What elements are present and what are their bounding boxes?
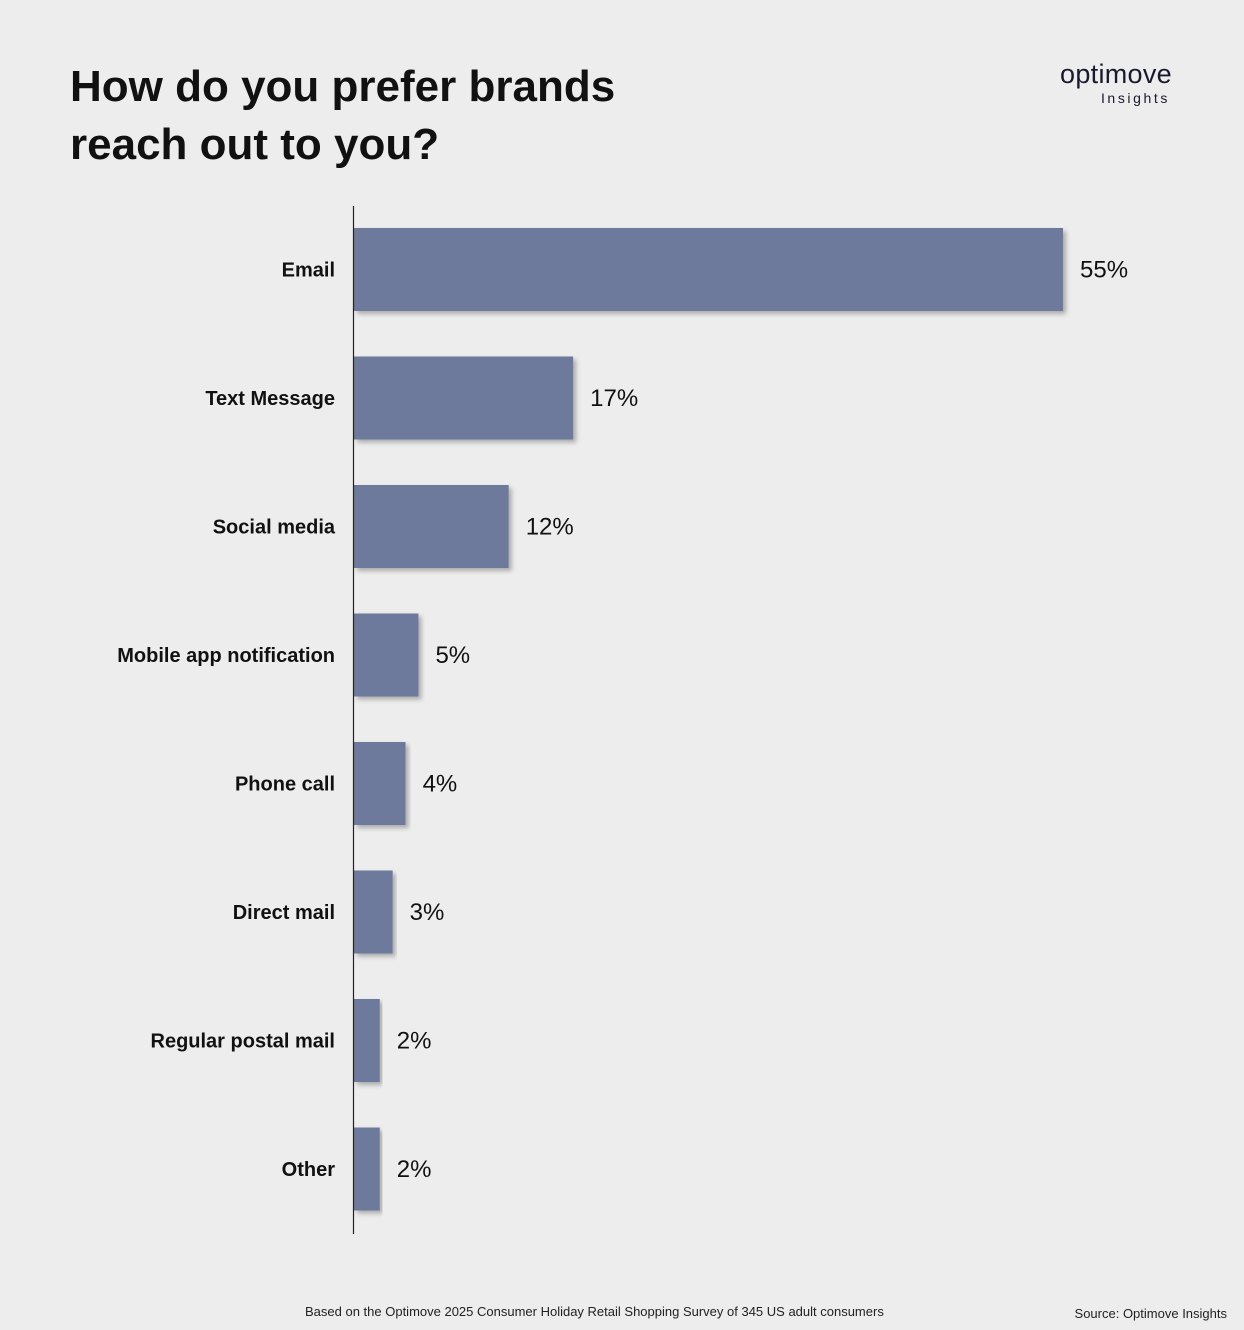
logo-subtitle: Insights xyxy=(1100,90,1170,106)
bar-text-message xyxy=(354,356,574,440)
bar-phone-call xyxy=(354,742,406,825)
bar-regular-postal-mail xyxy=(354,999,380,1082)
bar-email xyxy=(354,228,1063,311)
value-label: 2% xyxy=(397,1028,432,1055)
brand-logo: optimove Insights xyxy=(1060,60,1172,106)
category-label: Regular postal mail xyxy=(151,1031,336,1053)
value-label: 2% xyxy=(397,1156,432,1183)
bar-mobile-app-notification xyxy=(354,613,419,697)
category-label: Other xyxy=(282,1159,336,1181)
category-label: Text Message xyxy=(205,388,335,410)
value-label: 12% xyxy=(526,514,574,541)
bars-group: Email 55% Text Message 17% Social media 12% Mo… xyxy=(117,228,1128,1211)
source-note: Source: Optimove Insights xyxy=(1074,1306,1227,1321)
category-label: Direct mail xyxy=(233,902,335,924)
category-label: Mobile app notification xyxy=(117,645,335,667)
category-label: Social media xyxy=(213,517,336,539)
category-label: Phone call xyxy=(235,774,335,796)
logo-wordmark: optimove xyxy=(1060,59,1172,89)
bar-social-media xyxy=(354,485,509,568)
value-label: 5% xyxy=(435,642,470,669)
bar-direct-mail xyxy=(354,870,393,954)
value-label: 17% xyxy=(590,385,638,412)
value-label: 55% xyxy=(1080,257,1128,284)
bar-other xyxy=(354,1127,380,1211)
survey-footnote: Based on the Optimove 2025 Consumer Holi… xyxy=(305,1304,884,1319)
chart-title: How do you prefer brands reach out to yo… xyxy=(70,58,710,174)
value-label: 3% xyxy=(410,899,445,926)
value-label: 4% xyxy=(423,771,458,798)
chart-title-line-2: reach out to you? xyxy=(70,120,440,169)
category-label: Email xyxy=(282,260,335,282)
chart-title-line-1: How do you prefer brands xyxy=(70,62,616,111)
